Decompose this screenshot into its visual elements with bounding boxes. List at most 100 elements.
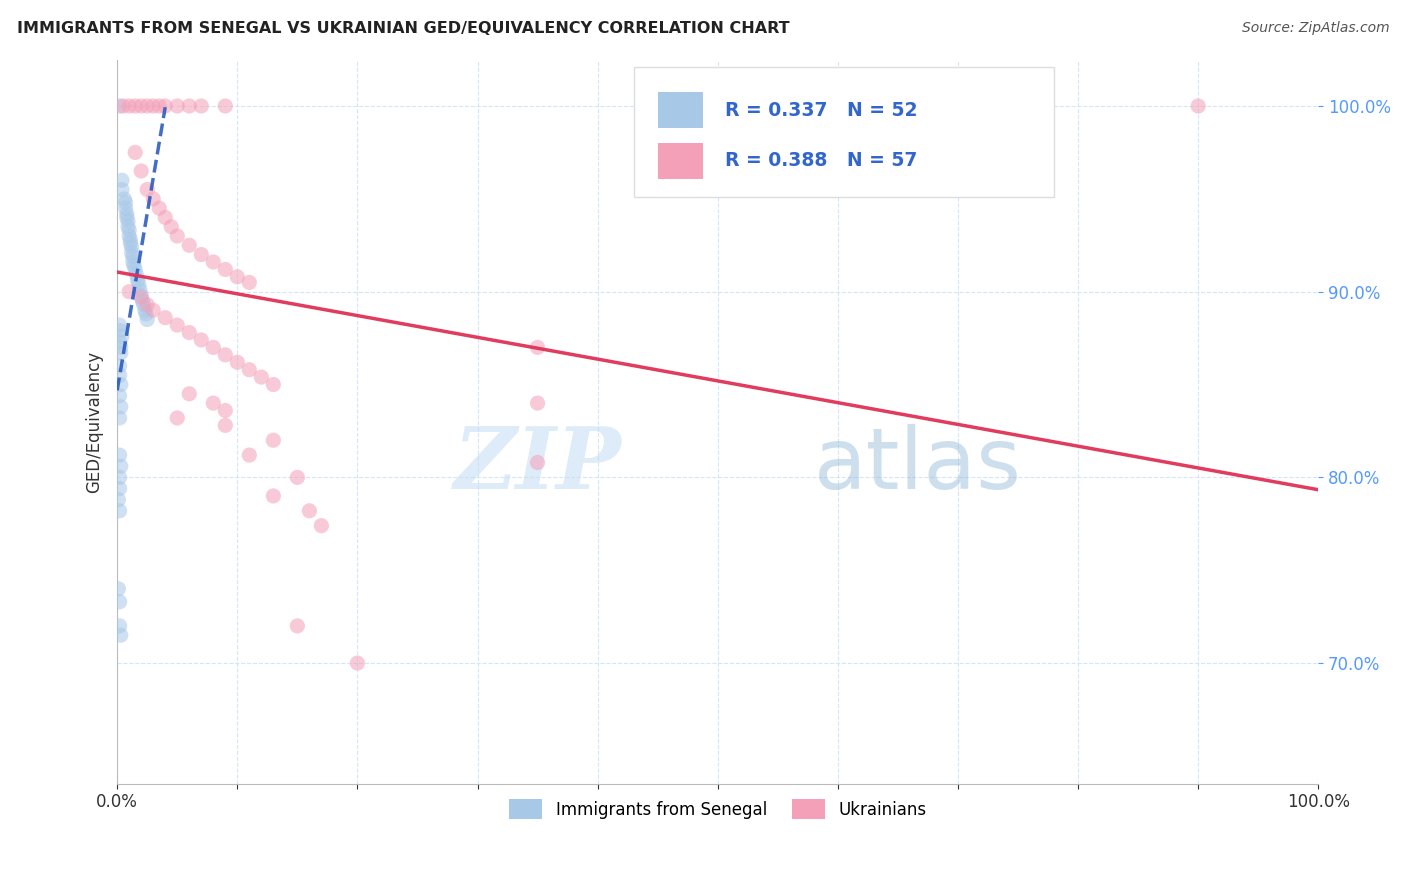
Point bbox=[117, 214, 139, 228]
Point bbox=[108, 411, 131, 425]
Point bbox=[142, 192, 165, 206]
Point bbox=[111, 329, 134, 343]
Point bbox=[129, 99, 152, 113]
Point bbox=[115, 211, 138, 225]
Point bbox=[214, 418, 236, 433]
Point bbox=[166, 411, 188, 425]
Point bbox=[108, 504, 131, 518]
Point bbox=[120, 233, 142, 247]
Point bbox=[117, 219, 139, 234]
Point bbox=[110, 324, 132, 338]
Point bbox=[526, 456, 548, 470]
Point bbox=[155, 211, 177, 225]
Point bbox=[114, 201, 136, 215]
Point bbox=[1187, 99, 1209, 113]
Point bbox=[166, 99, 188, 113]
Point bbox=[179, 238, 201, 252]
Point bbox=[202, 255, 225, 269]
Point bbox=[112, 192, 135, 206]
Point bbox=[122, 259, 145, 273]
Point bbox=[107, 582, 129, 596]
Point bbox=[136, 99, 159, 113]
Point bbox=[129, 290, 152, 304]
Point bbox=[214, 262, 236, 277]
Point bbox=[142, 303, 165, 318]
Point bbox=[136, 183, 159, 197]
Point bbox=[202, 396, 225, 410]
Point bbox=[166, 229, 188, 244]
Point bbox=[111, 183, 134, 197]
Point bbox=[110, 377, 132, 392]
Point bbox=[120, 236, 142, 251]
Point bbox=[110, 459, 132, 474]
Point bbox=[112, 99, 135, 113]
Point bbox=[262, 434, 284, 448]
Point bbox=[136, 298, 159, 312]
Point bbox=[166, 318, 188, 332]
Point bbox=[108, 482, 131, 496]
Point bbox=[311, 518, 333, 533]
Point bbox=[238, 448, 260, 462]
FancyBboxPatch shape bbox=[658, 143, 703, 179]
Point bbox=[118, 229, 141, 244]
Point bbox=[121, 249, 143, 263]
Point bbox=[128, 277, 150, 292]
Point bbox=[238, 362, 260, 376]
Point bbox=[108, 368, 131, 383]
Point bbox=[124, 145, 146, 160]
Point bbox=[202, 340, 225, 354]
Point bbox=[121, 240, 143, 254]
Text: R = 0.337   N = 52: R = 0.337 N = 52 bbox=[725, 101, 918, 120]
Point bbox=[108, 619, 131, 633]
Point bbox=[190, 333, 212, 347]
Point bbox=[285, 470, 308, 484]
Point bbox=[142, 99, 165, 113]
Point bbox=[110, 340, 132, 354]
Point bbox=[108, 334, 131, 349]
Point bbox=[526, 396, 548, 410]
Point bbox=[127, 274, 149, 288]
Point bbox=[214, 99, 236, 113]
FancyBboxPatch shape bbox=[658, 92, 703, 128]
Point bbox=[155, 99, 177, 113]
Point bbox=[121, 255, 143, 269]
Point bbox=[214, 403, 236, 417]
Point bbox=[190, 99, 212, 113]
Point bbox=[179, 326, 201, 340]
Point bbox=[108, 470, 131, 484]
Point bbox=[346, 656, 368, 670]
Point bbox=[132, 298, 155, 312]
Point bbox=[298, 504, 321, 518]
Point bbox=[114, 195, 136, 210]
Point bbox=[110, 400, 132, 414]
Point bbox=[108, 359, 131, 373]
Point bbox=[179, 99, 201, 113]
Point bbox=[124, 262, 146, 277]
Point bbox=[108, 99, 131, 113]
Point bbox=[107, 492, 129, 507]
Legend: Immigrants from Senegal, Ukrainians: Immigrants from Senegal, Ukrainians bbox=[502, 792, 934, 826]
Point bbox=[136, 312, 159, 326]
Text: ZIP: ZIP bbox=[454, 424, 621, 507]
Point bbox=[250, 370, 273, 384]
Point bbox=[111, 173, 134, 187]
Point bbox=[129, 288, 152, 302]
Point bbox=[118, 99, 141, 113]
Point bbox=[135, 307, 157, 321]
Point bbox=[129, 164, 152, 178]
Point bbox=[125, 268, 148, 282]
Point bbox=[124, 99, 146, 113]
Point bbox=[108, 389, 131, 403]
Point bbox=[160, 219, 183, 234]
Point bbox=[179, 386, 201, 401]
Point bbox=[118, 285, 141, 299]
Point bbox=[134, 303, 156, 318]
Point bbox=[121, 245, 143, 260]
Y-axis label: GED/Equivalency: GED/Equivalency bbox=[86, 351, 103, 492]
Point bbox=[285, 619, 308, 633]
Point bbox=[148, 99, 170, 113]
Text: Source: ZipAtlas.com: Source: ZipAtlas.com bbox=[1241, 21, 1389, 35]
Point bbox=[190, 247, 212, 261]
Text: atlas: atlas bbox=[814, 424, 1022, 507]
Point bbox=[115, 207, 138, 221]
